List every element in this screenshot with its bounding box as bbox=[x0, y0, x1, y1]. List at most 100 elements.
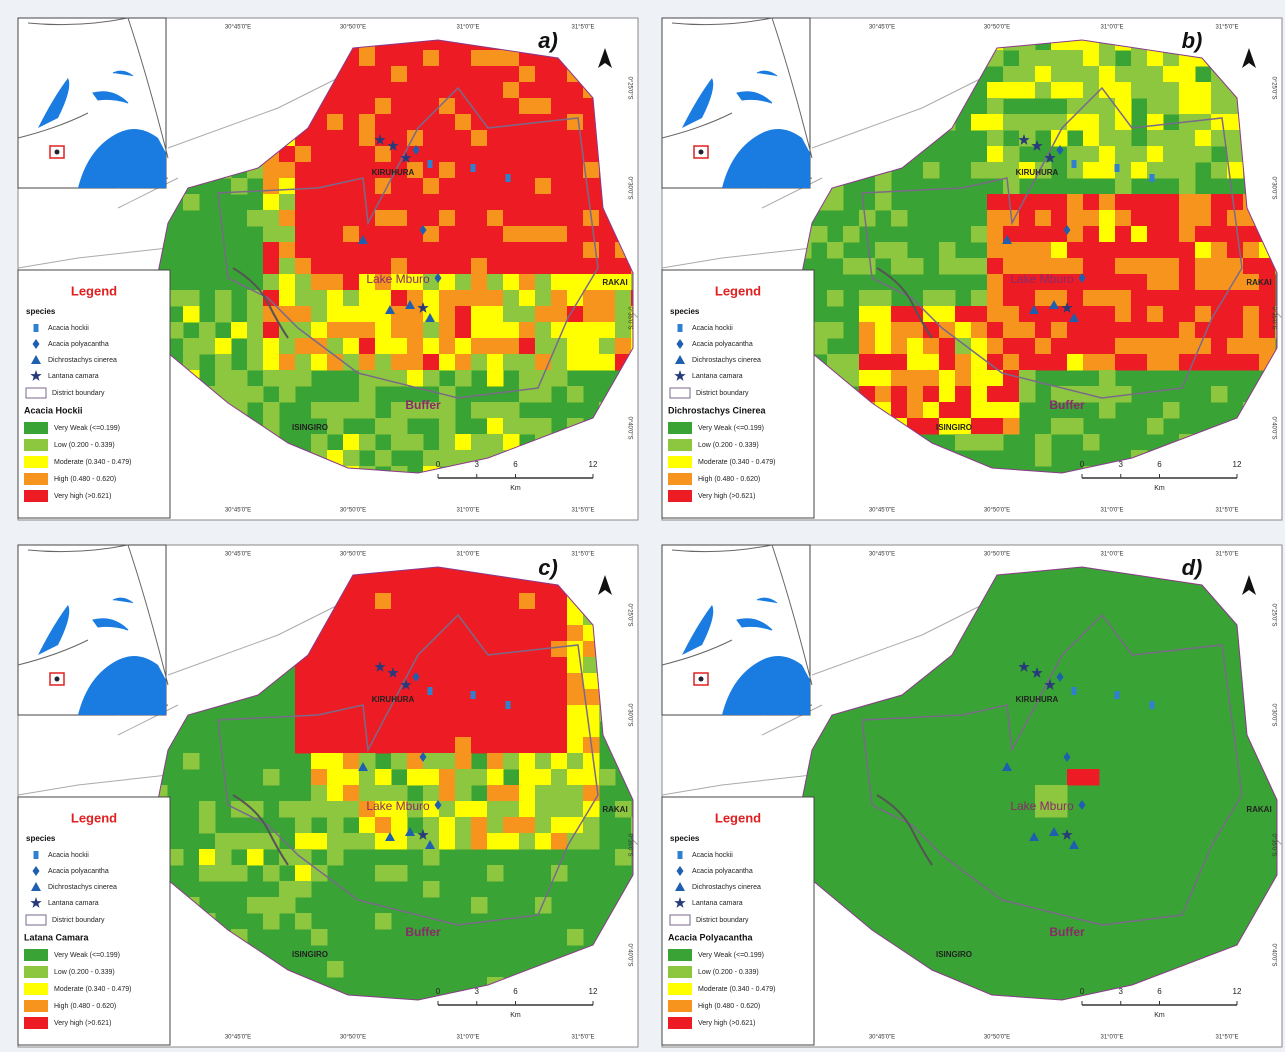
raster-cell bbox=[1195, 82, 1212, 99]
raster-cell bbox=[375, 82, 392, 99]
legend-swatch bbox=[668, 983, 692, 995]
raster-cell bbox=[439, 625, 456, 642]
raster-cell bbox=[535, 306, 552, 323]
raster-cell bbox=[279, 386, 296, 403]
raster-cell bbox=[1211, 258, 1228, 275]
raster-cell bbox=[875, 354, 892, 371]
raster-cell bbox=[503, 226, 520, 243]
raster-cell bbox=[1035, 226, 1052, 243]
longitude-label: 30°45'0"E bbox=[225, 25, 251, 31]
raster-cell bbox=[423, 114, 440, 131]
raster-cell bbox=[1115, 226, 1132, 243]
raster-cell bbox=[1131, 162, 1148, 179]
raster-cell bbox=[487, 673, 504, 690]
raster-cell bbox=[1083, 146, 1100, 163]
inset-locator-dot bbox=[55, 150, 60, 155]
raster-cell bbox=[423, 609, 440, 626]
raster-cell bbox=[279, 226, 296, 243]
raster-cell bbox=[439, 50, 456, 67]
raster-cell bbox=[551, 673, 568, 690]
raster-cell bbox=[535, 210, 552, 227]
raster-cell bbox=[1083, 50, 1100, 67]
raster-cell bbox=[407, 242, 424, 259]
species-marker bbox=[1115, 164, 1120, 172]
raster-cell bbox=[471, 322, 488, 339]
raster-cell bbox=[535, 162, 552, 179]
raster-cell bbox=[343, 258, 360, 275]
raster-cell bbox=[907, 322, 924, 339]
raster-cell bbox=[407, 178, 424, 195]
raster-cell bbox=[455, 657, 472, 674]
raster-cell bbox=[1147, 226, 1164, 243]
raster-cell bbox=[359, 593, 376, 610]
raster-cell bbox=[1115, 66, 1132, 83]
raster-cell bbox=[263, 274, 280, 291]
raster-cell bbox=[487, 737, 504, 754]
raster-cell bbox=[859, 322, 876, 339]
raster-cell bbox=[519, 210, 536, 227]
raster-cell bbox=[1147, 258, 1164, 275]
raster-cell bbox=[487, 354, 504, 371]
raster-cell bbox=[407, 194, 424, 211]
raster-cell bbox=[875, 322, 892, 339]
raster-cell bbox=[551, 210, 568, 227]
raster-cell bbox=[1163, 82, 1180, 99]
raster-cell bbox=[471, 210, 488, 227]
raster-cell bbox=[1179, 322, 1196, 339]
raster-cell bbox=[551, 258, 568, 275]
raster-cell bbox=[519, 625, 536, 642]
longitude-label: 31°5'0"E bbox=[571, 552, 594, 558]
raster-cell bbox=[971, 162, 988, 179]
raster-cell bbox=[891, 386, 908, 403]
raster-cell bbox=[1115, 354, 1132, 371]
raster-cell bbox=[1147, 50, 1164, 67]
raster-cell bbox=[1067, 769, 1084, 786]
raster-cell bbox=[503, 402, 520, 419]
legend-class: High (0.480 - 0.620) bbox=[698, 1003, 760, 1010]
raster-cell bbox=[923, 306, 940, 323]
raster-cell bbox=[519, 226, 536, 243]
raster-cell bbox=[471, 290, 488, 307]
longitude-label: 30°50'0"E bbox=[340, 25, 366, 31]
species-marker bbox=[471, 691, 476, 699]
longitude-label: 30°50'0"E bbox=[984, 25, 1010, 31]
raster-cell bbox=[519, 705, 536, 722]
raster-cell bbox=[1083, 354, 1100, 371]
raster-cell bbox=[503, 657, 520, 674]
raster-cell bbox=[295, 210, 312, 227]
species-marker bbox=[506, 174, 511, 182]
raster-cell bbox=[503, 66, 520, 83]
raster-cell bbox=[1019, 50, 1036, 67]
raster-cell bbox=[1227, 306, 1244, 323]
raster-cell bbox=[519, 146, 536, 163]
legend-boundary: District boundary bbox=[52, 917, 105, 924]
legend-swatch bbox=[24, 473, 48, 485]
raster-cell bbox=[407, 370, 424, 387]
raster-cell bbox=[567, 625, 584, 642]
raster-cell bbox=[215, 370, 232, 387]
raster-cell bbox=[487, 833, 504, 850]
place-label: RAKAI bbox=[602, 278, 627, 287]
raster-cell bbox=[391, 625, 408, 642]
scale-label: 6 bbox=[513, 460, 518, 469]
raster-cell bbox=[535, 609, 552, 626]
raster-cell bbox=[455, 593, 472, 610]
raster-cell bbox=[487, 130, 504, 147]
raster-cell bbox=[391, 354, 408, 371]
raster-cell bbox=[955, 434, 972, 451]
raster-cell bbox=[1083, 130, 1100, 147]
raster-cell bbox=[455, 625, 472, 642]
raster-cell bbox=[327, 322, 344, 339]
raster-cell bbox=[439, 577, 456, 594]
raster-cell bbox=[423, 657, 440, 674]
raster-cell bbox=[583, 226, 600, 243]
raster-cell bbox=[535, 785, 552, 802]
legend-swatch bbox=[24, 949, 48, 961]
raster-cell bbox=[471, 258, 488, 275]
raster-cell bbox=[1179, 178, 1196, 195]
raster-cell bbox=[263, 226, 280, 243]
raster-cell bbox=[535, 322, 552, 339]
raster-cell bbox=[295, 705, 312, 722]
raster-cell bbox=[1243, 258, 1260, 275]
longitude-label: 31°0'0"E bbox=[1100, 1035, 1123, 1041]
